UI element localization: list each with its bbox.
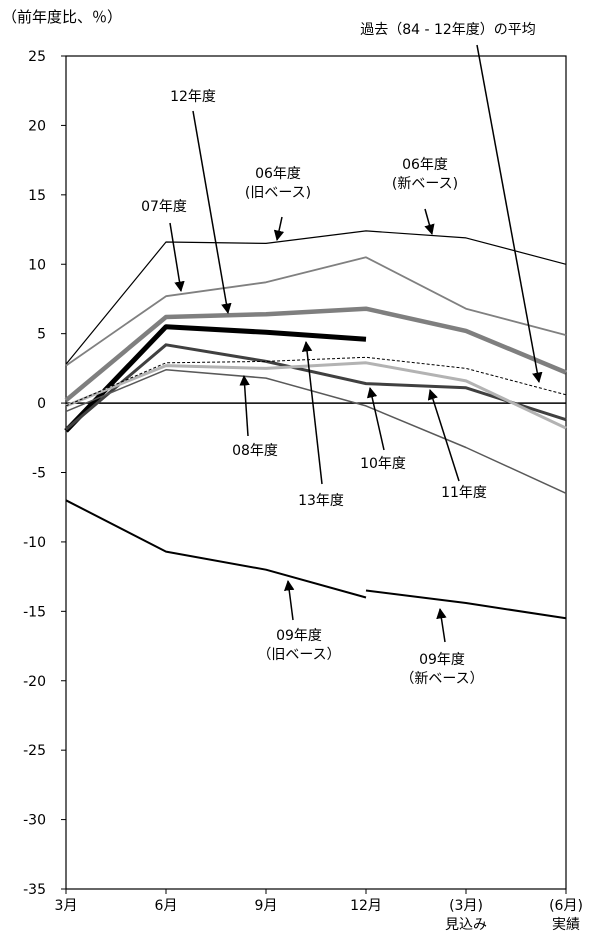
x-tick-label: 6月	[155, 898, 178, 914]
annotation-label: 08年度	[232, 443, 278, 459]
y-tick-label: -30	[23, 813, 46, 829]
y-tick-label: -20	[23, 674, 46, 690]
annotation-arrow	[273, 216, 285, 242]
plot-frame	[65, 55, 567, 890]
annotation-label: 06年度	[402, 157, 448, 173]
annotation-label: （旧ベース）	[257, 647, 340, 663]
annotations: 過去（84 - 12年度）の平均 12年度 06年度 (旧ベース) 06年度 (新ベース)…	[141, 22, 543, 687]
annotation: 06年度 (旧ベース)	[245, 166, 311, 242]
annotation-label: 06年度	[255, 166, 301, 182]
series-line-s06old	[65, 230, 567, 365]
y-tick-label: 25	[28, 49, 46, 65]
y-tick-label: -35	[23, 882, 46, 898]
y-tick-label: -10	[23, 535, 46, 551]
annotation-arrow	[476, 44, 543, 384]
y-tick-label: 0	[37, 396, 46, 412]
x-tick-label: (3月)	[449, 898, 483, 914]
plot-area	[65, 55, 567, 890]
series-line-s11	[65, 369, 567, 494]
annotation-arrow	[301, 340, 323, 485]
annotation-arrow	[283, 579, 295, 621]
y-tick-label: -25	[23, 743, 46, 759]
series-lines	[64, 230, 567, 620]
x-tick-label: 3月	[55, 898, 78, 914]
annotation-label: (旧ベース)	[245, 185, 311, 201]
annotation: 13年度	[298, 340, 344, 509]
annotation: 12年度	[170, 89, 232, 315]
x-tick-label: (6月)	[549, 898, 583, 914]
y-tick-label: 20	[28, 118, 46, 134]
annotation-arrow	[427, 388, 460, 482]
annotation-label: 過去（84 - 12年度）の平均	[360, 22, 536, 38]
x-tick-label: 12月	[350, 898, 382, 914]
annotation-label: 12年度	[170, 89, 216, 105]
series-line-s08	[65, 361, 567, 430]
annotation: 07年度	[141, 199, 187, 293]
x-tick-sublabel: 見込み	[445, 917, 487, 933]
y-tick-label: -15	[23, 604, 46, 620]
y-tick-label: 5	[37, 327, 46, 343]
x-tick-sublabel: 実績	[552, 917, 580, 933]
y-tick-label: -5	[32, 466, 46, 482]
y-tick-label: 10	[28, 257, 46, 273]
annotation: 08年度	[232, 374, 278, 459]
annotation: 11年度	[427, 388, 487, 501]
series-line-avg	[65, 356, 567, 407]
x-tick-label: 9月	[255, 898, 278, 914]
annotation: 06年度 (新ベース)	[392, 157, 458, 236]
series-line-s10	[65, 343, 567, 431]
annotation-label: （新ベース）	[400, 671, 483, 687]
annotation-label: (新ベース)	[392, 176, 458, 192]
series-line-s07	[65, 256, 567, 367]
series-line-s12	[64, 306, 567, 403]
axis-ticks: 25 20 15 10 5 0 -5 -10 -15 -20 -25 -30 -35 3月 6月 9月 12月 (…	[23, 49, 583, 933]
y-axis-label: （前年度比、％）	[2, 8, 122, 26]
annotation-label: 09年度	[419, 652, 465, 668]
annotation-arrow	[239, 374, 250, 437]
annotation-arrow	[436, 607, 447, 643]
series-line-s13	[64, 324, 367, 433]
annotation-label: 10年度	[360, 456, 406, 472]
annotation-label: 13年度	[298, 493, 344, 509]
annotation-arrow	[424, 208, 435, 236]
annotation: 10年度	[360, 386, 406, 472]
annotation-label: 09年度	[276, 628, 322, 644]
annotation-label: 07年度	[141, 199, 187, 215]
series-line-s09old	[65, 499, 367, 599]
annotation: 09年度 （旧ベース）	[257, 579, 341, 663]
annotation-arrow	[169, 222, 185, 293]
annotation-arrow	[366, 386, 385, 451]
annotation-label: 11年度	[441, 485, 487, 501]
y-tick-label: 15	[28, 188, 46, 204]
annotation: 過去（84 - 12年度）の平均	[360, 22, 543, 384]
annotation-arrow	[192, 110, 232, 315]
series-line-s09new	[365, 589, 567, 620]
annotation: 09年度 （新ベース）	[400, 607, 484, 687]
